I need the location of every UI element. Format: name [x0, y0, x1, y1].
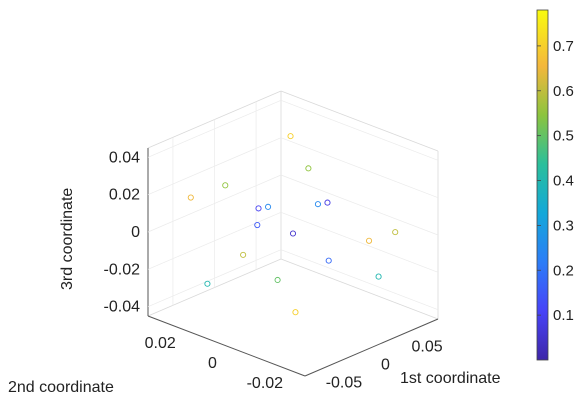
- grid-line: [280, 100, 439, 161]
- axes-3d-box: [147, 90, 439, 377]
- z-tick-label: 0: [131, 224, 140, 241]
- scatter-point: [314, 201, 321, 208]
- z-axis-label: 3rd coordinate: [59, 188, 76, 290]
- scatter-point: [324, 199, 331, 206]
- scatter-point: [375, 273, 382, 280]
- colorbar-ticks: 0.1 0.2 0.3 0.4 0.5 0.6 0.7: [537, 38, 574, 324]
- colorbar-tick-label: 0.1: [553, 307, 574, 324]
- colorbar-tick-label: 0.2: [553, 262, 574, 279]
- colorbar: [536, 9, 549, 361]
- scatter-point: [222, 182, 229, 189]
- y-axis-label: 2nd coordinate: [8, 379, 114, 396]
- y-tick-label: -0.02: [247, 375, 284, 392]
- x-tick-label: 0.05: [411, 339, 442, 356]
- grid-line: [280, 174, 439, 236]
- scatter-point: [305, 165, 312, 172]
- x-axis-line: [304, 318, 439, 377]
- grid-line: [280, 137, 439, 198]
- scatter-point: [292, 309, 299, 316]
- scatter-point: [204, 280, 211, 287]
- colorbar-tick-label: 0.6: [553, 83, 574, 100]
- scatter-point: [255, 205, 262, 212]
- grid-line: [280, 212, 439, 273]
- grid-line: [280, 249, 439, 310]
- x-axis-label: 1st coordinate: [400, 370, 501, 387]
- colorbar-tick-label: 0.7: [553, 38, 574, 55]
- points-layer: [187, 133, 399, 316]
- y-axis-line: [147, 315, 306, 377]
- scatter-point: [325, 257, 332, 264]
- x-tick-label: -0.05: [326, 374, 363, 391]
- grid-lines: [147, 100, 439, 310]
- axes-box-edge: [280, 258, 439, 320]
- z-tick-label: -0.04: [104, 299, 141, 316]
- y-tick-label: 0.02: [145, 335, 176, 352]
- scatter-point: [265, 203, 272, 210]
- z-tick-label: 0.04: [109, 149, 140, 166]
- colorbar-tick-label: 0.5: [553, 128, 574, 145]
- scatter-point: [240, 251, 247, 258]
- scatter-point: [289, 230, 297, 237]
- colorbar-tick-label: 0.4: [553, 173, 574, 190]
- axes-box-edge: [280, 90, 439, 152]
- tick-labels: -0.05 0 0.05 -0.02 0 0.02 -0.04 -0.02 0 0.02 0.04: [104, 149, 443, 392]
- scatter-point: [365, 237, 373, 244]
- y-tick-label: 0: [208, 355, 217, 372]
- scatter-point: [274, 276, 281, 284]
- scatter-point: [254, 221, 261, 229]
- scatter-point: [287, 133, 294, 140]
- z-tick-label: 0.02: [109, 187, 140, 204]
- scatter-point: [187, 194, 194, 201]
- x-tick-label: 0: [381, 357, 390, 374]
- z-tick-label: -0.02: [104, 261, 141, 278]
- scatter-point: [392, 229, 399, 236]
- colorbar-tick-label: 0.3: [553, 217, 574, 234]
